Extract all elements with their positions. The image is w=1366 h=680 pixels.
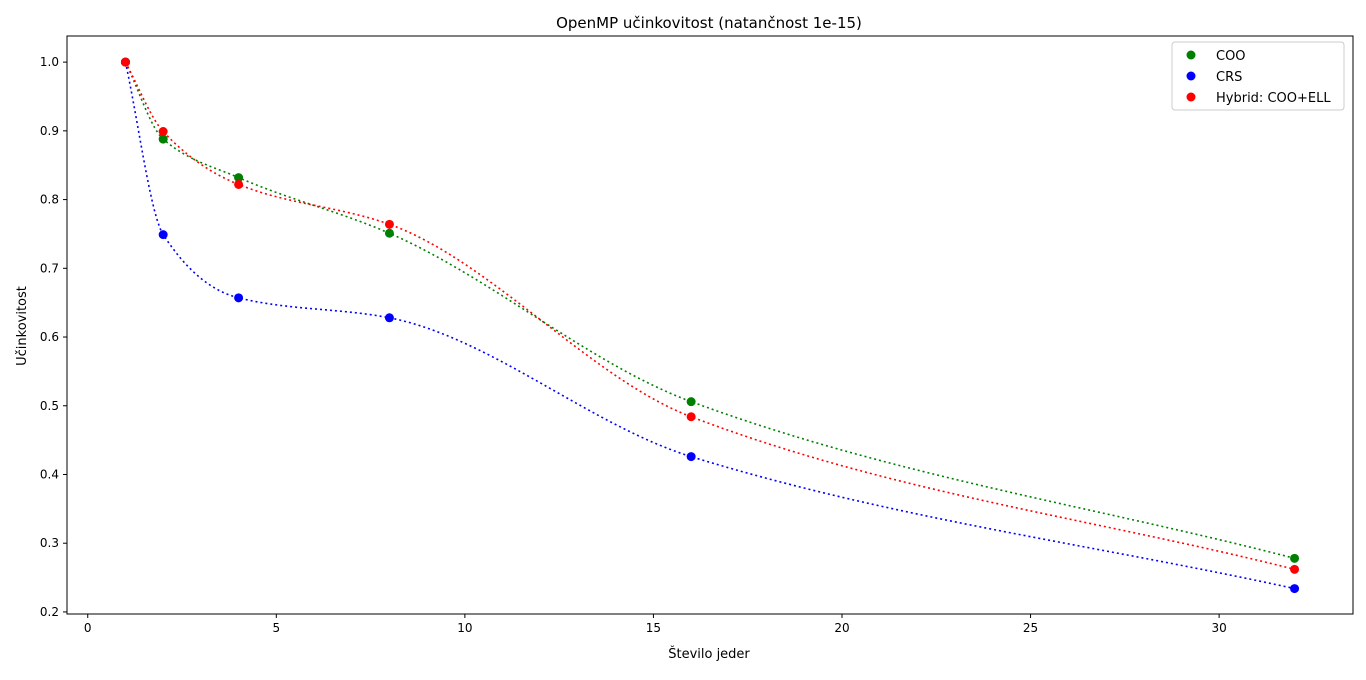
series-points: [120, 57, 1300, 594]
data-point: [158, 134, 168, 144]
x-tick-label: 5: [272, 621, 280, 635]
data-point: [234, 179, 244, 189]
series-line: [124, 61, 1295, 560]
y-tick-label: 0.5: [40, 399, 59, 413]
data-point: [384, 228, 394, 238]
series-lines: [124, 61, 1295, 590]
x-tick-label: 30: [1211, 621, 1226, 635]
x-tick-label: 0: [84, 621, 92, 635]
data-point: [384, 219, 394, 229]
x-tick-label: 25: [1023, 621, 1038, 635]
legend-label: Hybrid: COO+ELL: [1216, 91, 1331, 106]
y-tick-label: 0.4: [40, 467, 59, 481]
legend-marker: [1186, 50, 1196, 60]
legend-marker: [1186, 92, 1196, 102]
series-line: [124, 61, 1295, 590]
x-tick-label: 20: [834, 621, 849, 635]
y-tick-label: 0.7: [40, 261, 59, 275]
data-point: [234, 293, 244, 303]
y-tick-label: 0.3: [40, 536, 59, 550]
plot-frame: [66, 35, 1354, 615]
data-point: [1290, 553, 1300, 563]
data-point: [120, 57, 130, 67]
series-line: [124, 61, 1295, 571]
data-point: [686, 452, 696, 462]
legend: COO CRS Hybrid: COO+ELL: [1171, 41, 1345, 111]
data-point: [686, 412, 696, 422]
x-axis-label: Število jeder: [668, 646, 750, 662]
x-tick-label: 10: [457, 621, 472, 635]
y-tick-label: 0.8: [40, 193, 59, 207]
data-point: [1290, 564, 1300, 574]
legend-label: CRS: [1216, 70, 1242, 85]
legend-box: [1171, 41, 1345, 111]
y-tick-label: 0.2: [40, 605, 59, 619]
data-point: [686, 397, 696, 407]
x-axis: 0 5 10 15 20 25 30: [84, 614, 1227, 635]
x-tick-label: 15: [646, 621, 661, 635]
data-point: [158, 230, 168, 240]
data-point: [234, 173, 244, 183]
y-axis-label: Učinkovitost: [15, 286, 30, 366]
y-tick-label: 0.6: [40, 330, 59, 344]
data-point: [158, 127, 168, 137]
legend-label: COO: [1216, 49, 1246, 64]
legend-marker: [1186, 71, 1196, 81]
data-point: [384, 313, 394, 323]
y-tick-label: 1.0: [40, 55, 59, 69]
data-point: [1290, 584, 1300, 594]
y-tick-label: 0.9: [40, 124, 59, 138]
y-axis: 0.2 0.3 0.4 0.5 0.6 0.7 0.8 0.9 1.0: [40, 55, 67, 619]
chart-title: OpenMP učinkovitost (natančnost 1e-15): [556, 14, 862, 32]
